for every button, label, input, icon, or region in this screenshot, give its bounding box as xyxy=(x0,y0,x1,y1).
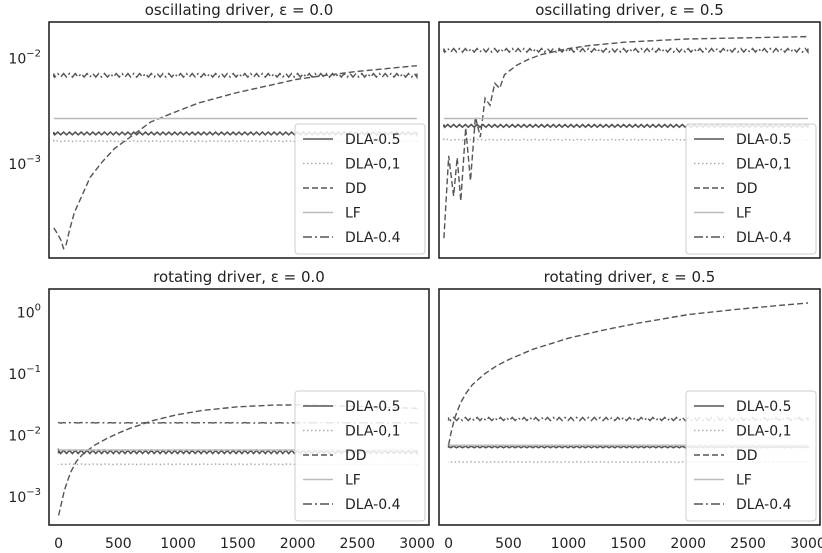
panel-title: oscillating driver, ε = 0.5 xyxy=(535,1,724,19)
legend-entry: LF xyxy=(694,206,752,222)
x-tick-label: 1500 xyxy=(610,536,646,552)
panel-3: rotating driver, ε = 0.010−310−210−11000… xyxy=(8,268,434,552)
series-DD xyxy=(443,35,808,239)
legend-label: DD xyxy=(345,448,367,464)
legend-entry: DLA-0.4 xyxy=(303,497,401,513)
y-tick-label: 10−1 xyxy=(8,364,41,383)
x-tick-label: 2500 xyxy=(339,536,375,552)
legend-entry: DLA-0.4 xyxy=(694,230,792,246)
x-tick-label: 500 xyxy=(495,536,522,552)
legend-entry: DLA-0,1 xyxy=(694,424,792,440)
legend-entry: DLA-0.5 xyxy=(303,132,401,148)
x-tick-label: 2000 xyxy=(280,536,316,552)
legend-entry: DD xyxy=(303,448,367,464)
legend-label: LF xyxy=(345,473,361,489)
legend: DLA-0.5 DLA-0,1 DD LF DLA-0.4 xyxy=(685,123,817,255)
legend-entry: DD xyxy=(303,181,367,197)
legend-label: DLA-0.4 xyxy=(736,497,792,513)
legend-entry: DLA-0.4 xyxy=(694,497,792,513)
series-DLA-0.4 xyxy=(53,72,418,80)
legend-entry: DLA-0,1 xyxy=(303,157,401,173)
legend-label: DLA-0.5 xyxy=(736,132,792,148)
series-line xyxy=(53,65,417,250)
y-tick-label: 10−2 xyxy=(8,48,41,67)
axes-frame xyxy=(438,288,821,526)
legend-label: LF xyxy=(736,206,752,222)
series-DLA-0.4 xyxy=(443,47,809,55)
legend-box xyxy=(685,390,817,522)
x-tick-label: 1500 xyxy=(220,536,256,552)
legend-label: DLA-0.4 xyxy=(345,497,401,513)
legend-entry: DLA-0.5 xyxy=(694,132,792,148)
x-tick-label: 1000 xyxy=(160,536,196,552)
legend-label: DLA-0.5 xyxy=(736,399,792,415)
legend-entry: DLA-0.5 xyxy=(694,399,792,415)
legend-label: DLA-0,1 xyxy=(345,424,401,440)
legend-entry: DD xyxy=(694,181,758,197)
axes-frame xyxy=(48,21,430,259)
panel-title: oscillating driver, ε = 0.0 xyxy=(145,1,334,19)
legend-label: DLA-0.5 xyxy=(345,399,401,415)
legend-entry: DD xyxy=(694,448,758,464)
panel-title: rotating driver, ε = 0.5 xyxy=(544,268,716,286)
series-DD xyxy=(53,65,417,250)
panel-2: oscillating driver, ε = 0.5 DLA-0.5 DLA-0,… xyxy=(438,1,821,259)
legend-box xyxy=(685,123,817,255)
legend: DLA-0.5 DLA-0,1 DD LF DLA-0.4 xyxy=(294,390,426,522)
axes-frame xyxy=(48,288,430,526)
legend-entry: LF xyxy=(694,473,752,489)
series-line xyxy=(53,72,418,80)
series-line xyxy=(443,35,808,239)
legend-entry: LF xyxy=(303,473,361,489)
legend: DLA-0.5 DLA-0,1 DD LF DLA-0.4 xyxy=(294,123,426,255)
series-DD xyxy=(447,302,809,446)
y-tick-label: 10−2 xyxy=(8,425,41,444)
legend-box xyxy=(294,390,426,522)
series-line xyxy=(443,47,809,55)
x-tick-label: 2500 xyxy=(730,536,766,552)
legend: DLA-0.5 DLA-0,1 DD LF DLA-0.4 xyxy=(685,390,817,522)
legend-entry: LF xyxy=(303,206,361,222)
x-tick-label: 3000 xyxy=(790,536,822,552)
y-tick-label: 100 xyxy=(17,302,41,321)
legend-label: DD xyxy=(736,181,758,197)
legend-label: LF xyxy=(736,473,752,489)
y-tick-label: 10−3 xyxy=(8,487,41,506)
legend-entry: DLA-0,1 xyxy=(694,157,792,173)
legend-box xyxy=(294,123,426,255)
panel-title: rotating driver, ε = 0.0 xyxy=(153,268,325,286)
panel-4: rotating driver, ε = 0.5 0 500 1000 1500 2000… xyxy=(438,268,822,552)
x-tick-label: 0 xyxy=(54,536,63,552)
legend-label: DLA-0,1 xyxy=(736,424,792,440)
x-tick-label: 0 xyxy=(444,536,453,552)
panel-1: oscillating driver, ε = 0.0 10−3 10−2 DLA-0… xyxy=(8,1,430,259)
legend-label: LF xyxy=(345,206,361,222)
legend-label: DLA-0.5 xyxy=(345,132,401,148)
legend-entry: DLA-0,1 xyxy=(303,424,401,440)
legend-label: DD xyxy=(736,448,758,464)
y-tick-label: 10−3 xyxy=(8,154,41,173)
legend-entry: DLA-0.5 xyxy=(303,399,401,415)
legend-label: DD xyxy=(345,181,367,197)
x-tick-label: 2000 xyxy=(670,536,706,552)
legend-label: DLA-0.4 xyxy=(345,230,401,246)
x-tick-label: 3000 xyxy=(399,536,435,552)
axes-frame xyxy=(438,21,821,259)
series-line xyxy=(447,302,809,446)
legend-entry: DLA-0.4 xyxy=(303,230,401,246)
legend-label: DLA-0.4 xyxy=(736,230,792,246)
legend-label: DLA-0,1 xyxy=(345,157,401,173)
x-tick-label: 500 xyxy=(105,536,132,552)
x-tick-label: 1000 xyxy=(551,536,587,552)
legend-label: DLA-0,1 xyxy=(736,157,792,173)
